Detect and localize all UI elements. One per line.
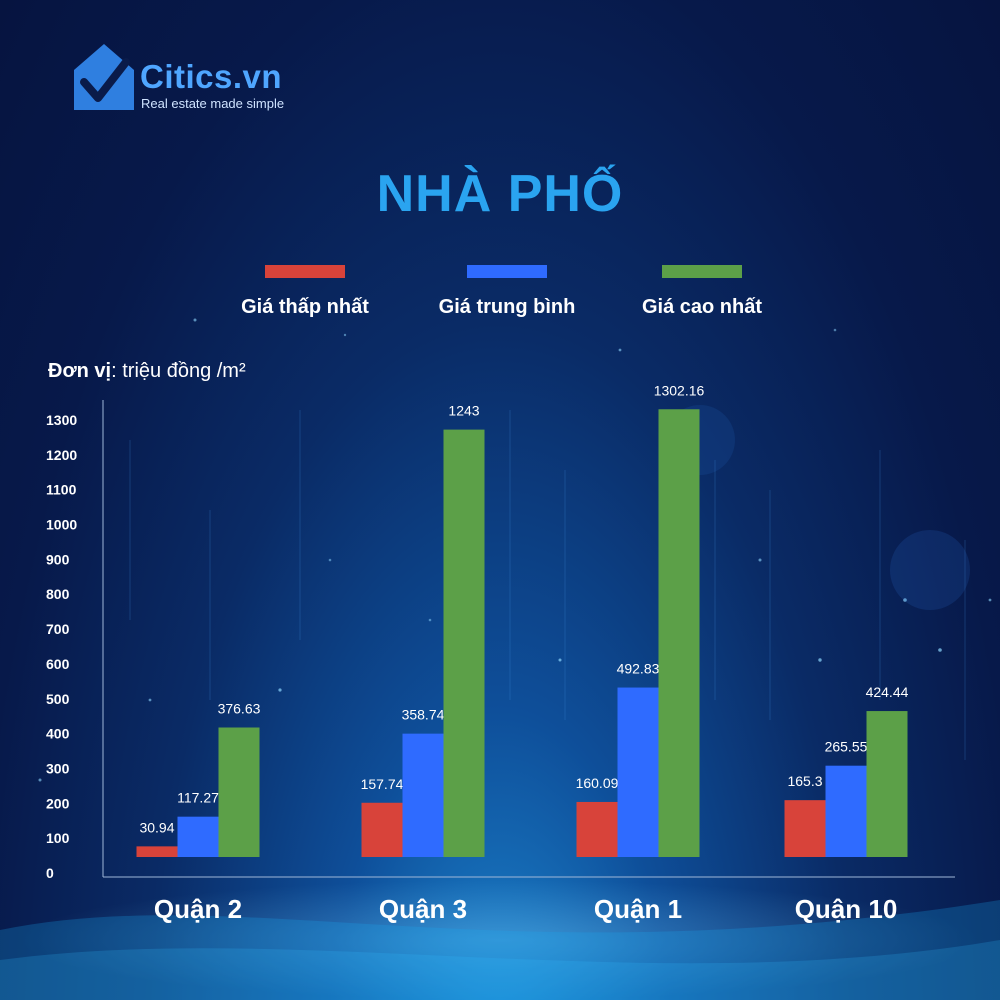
- data-label: 492.83: [617, 661, 660, 677]
- data-label: 376.63: [218, 700, 261, 716]
- data-label: 117.27: [177, 790, 219, 806]
- bar: [443, 429, 485, 857]
- legend-swatch-max: [662, 265, 742, 278]
- bar: [784, 800, 826, 857]
- bar: [361, 802, 403, 857]
- x-category-label: Quận 3: [379, 894, 467, 924]
- bar: [218, 727, 260, 857]
- y-tick-label: 100: [46, 830, 70, 846]
- legend-item-avg: Giá trung bình: [397, 265, 617, 319]
- y-tick-label: 600: [46, 656, 70, 672]
- bar: [658, 409, 700, 857]
- x-category-label: Quận 2: [154, 894, 242, 924]
- y-tick-label: 400: [46, 726, 70, 742]
- chart-title: NHÀ PHỐ: [376, 165, 624, 223]
- y-tick-label: 1000: [46, 517, 77, 533]
- bar: [576, 801, 618, 857]
- y-tick-label: 1300: [46, 412, 77, 428]
- data-label: 1243: [448, 403, 479, 419]
- y-tick-label: 300: [46, 760, 70, 776]
- legend-item-min: Giá thấp nhất: [195, 265, 415, 319]
- data-label: 358.74: [402, 707, 445, 723]
- bar: [136, 846, 178, 857]
- legend-swatch-min: [265, 265, 345, 278]
- legend: Giá thấp nhất Giá trung bình Giá cao nhấ…: [0, 265, 1000, 335]
- brand-name: Citics.vn: [140, 58, 283, 95]
- y-tick-label: 1100: [46, 482, 77, 498]
- unit-label: Đơn vị: [48, 360, 112, 382]
- brand-tagline: Real estate made simple: [141, 96, 285, 111]
- data-label: 160.09: [576, 775, 619, 791]
- bar: [402, 733, 444, 857]
- data-label: 30.94: [139, 819, 174, 835]
- data-label: 265.55: [825, 739, 868, 755]
- legend-item-max: Giá cao nhất: [592, 265, 812, 319]
- unit-value: : triệu đồng /m²: [111, 360, 246, 382]
- y-tick-label: 200: [46, 795, 70, 811]
- legend-swatch-avg: [467, 265, 547, 278]
- data-label: 157.74: [361, 776, 404, 792]
- x-category-label: Quận 1: [594, 894, 682, 924]
- y-tick-label: 900: [46, 551, 70, 567]
- data-label: 1302.16: [654, 382, 705, 398]
- legend-label-max: Giá cao nhất: [641, 296, 763, 318]
- bar: [866, 711, 908, 857]
- brand-logo-icon: [74, 44, 134, 110]
- data-label: 424.44: [866, 684, 909, 700]
- legend-label-min: Giá thấp nhất: [241, 296, 369, 318]
- y-tick-label: 500: [46, 691, 70, 707]
- unit-caption: Đơn vị: triệu đồng /m²: [48, 360, 246, 383]
- bar: [825, 765, 867, 857]
- x-category-label: Quận 10: [795, 894, 898, 924]
- y-tick-label: 800: [46, 586, 70, 602]
- bar: [177, 816, 219, 857]
- y-tick-label: 0: [46, 865, 54, 881]
- legend-label-avg: Giá trung bình: [438, 296, 576, 318]
- data-label: 165.3: [787, 773, 822, 789]
- y-tick-label: 1200: [46, 447, 77, 463]
- y-tick-label: 700: [46, 621, 70, 637]
- bar: [617, 687, 659, 857]
